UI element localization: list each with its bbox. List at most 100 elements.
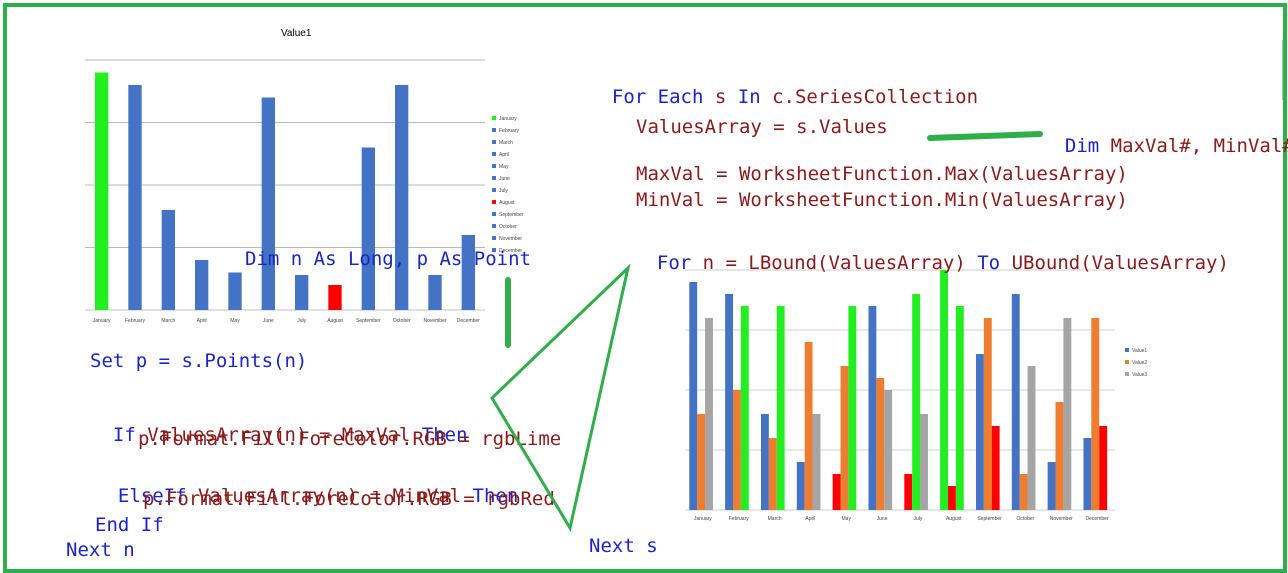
chart2-legend-label: Value2 — [1132, 360, 1147, 366]
chart2-bar — [776, 306, 785, 510]
chart2-legend-swatch — [1125, 372, 1129, 376]
chart2-bar — [983, 318, 992, 510]
code-dim-n: Dim n As Long, p As Point — [245, 248, 531, 270]
chart2-bar — [991, 426, 1000, 510]
chart2-bar — [1011, 294, 1020, 510]
chart2-bar — [948, 486, 956, 510]
chart2-bar — [955, 306, 964, 510]
chart1-bar — [328, 285, 342, 310]
chart1: January February March April May June July Augu… — [85, 59, 524, 324]
chart2-bar — [840, 366, 849, 510]
chart2-bar — [689, 282, 698, 510]
code-lime-line: p.Format.Fill.ForeColor.RGB = rgbLime — [138, 428, 562, 450]
chart1-bar — [295, 275, 309, 310]
chart2-bar — [705, 318, 713, 510]
chart2-bar — [912, 294, 921, 510]
chart1-legend-label: December — [499, 248, 522, 254]
chart1-title: Value1 — [281, 28, 312, 39]
chart1-legend-label: September — [499, 212, 524, 218]
chart1-bar — [428, 275, 442, 310]
chart2-x-tick: November — [1050, 516, 1073, 522]
chart1-legend-swatch — [492, 236, 496, 240]
chart1-bar — [395, 85, 409, 310]
chart2-x-tick: September — [977, 516, 1002, 522]
chart2-x-tick: December — [1086, 516, 1109, 522]
chart1-legend-label: May — [499, 164, 509, 170]
code-if-line: If ValuesArray(n) = MaxVal Then — [112, 424, 468, 446]
chart2-x-tick: June — [877, 516, 888, 522]
chart1-x-tick: November — [423, 318, 446, 324]
chart1-bar — [161, 210, 175, 310]
chart1-legend-swatch — [492, 164, 496, 168]
green-arrow-stroke — [927, 131, 1043, 141]
chart2-bar — [904, 474, 913, 510]
chart2-bar — [725, 294, 734, 510]
chart2-bar — [832, 474, 841, 510]
chart2-bar — [884, 390, 893, 510]
green-frame — [3, 3, 1287, 573]
chart2-bar — [1083, 438, 1092, 510]
code-values-line: ValuesArray = s.Values — [636, 116, 888, 138]
chart2-x-tick: April — [805, 516, 815, 522]
code-set-p: Set p = s.Points(n) — [90, 350, 308, 372]
chart1-legend-label: October — [499, 224, 517, 230]
chart2-x-tick: February — [729, 516, 750, 522]
chart2-legend-swatch — [1125, 360, 1129, 364]
chart1-legend-swatch — [492, 248, 496, 252]
chart2-bar — [760, 414, 769, 510]
chart1-legend-swatch — [492, 176, 496, 180]
chart1-legend-label: April — [499, 152, 509, 158]
chart1-legend-swatch — [492, 152, 496, 156]
chart1-bar — [361, 147, 375, 310]
chart2: January February March April May June July Augu… — [685, 269, 1147, 522]
chart1-x-tick: September — [356, 318, 381, 324]
chart1-legend-swatch — [492, 188, 496, 192]
green-triangle — [490, 263, 631, 532]
chart2-bar — [1063, 318, 1072, 510]
chart2-bar — [920, 414, 928, 510]
chart2-legend-label: Value3 — [1132, 372, 1147, 378]
code-dim-max: Dim MaxVal#, MinVal# — [1064, 135, 1288, 157]
chart1-legend-swatch — [492, 224, 496, 228]
chart2-bar — [1027, 366, 1036, 510]
chart2-bar — [975, 354, 984, 510]
chart2-bar — [1091, 318, 1100, 510]
chart1-bar — [95, 72, 109, 310]
chart2-bar — [876, 378, 885, 510]
chart1-bar — [195, 260, 209, 310]
chart2-bar — [733, 390, 741, 510]
chart1-bar — [461, 235, 475, 310]
chart1-bar — [228, 272, 242, 310]
chart2-x-tick: May — [842, 516, 852, 522]
code-maxval-line: MaxVal = WorksheetFunction.Max(ValuesArr… — [636, 163, 1128, 185]
chart1-legend-label: March — [499, 140, 513, 146]
chart1-legend-label: November — [499, 236, 522, 242]
chart1-x-tick: May — [230, 318, 240, 324]
chart1-legend-swatch — [492, 128, 496, 132]
chart2-bar — [740, 306, 749, 510]
chart1-x-tick: December — [457, 318, 480, 324]
chart1-legend-label: July — [499, 188, 508, 194]
chart1-legend-swatch — [492, 200, 496, 204]
chart1-bar — [128, 85, 142, 310]
chart1-legend-label: June — [499, 176, 510, 182]
code-next-s: Next s — [589, 535, 658, 557]
chart1-x-tick: February — [125, 318, 146, 324]
chart2-legend-label: Value1 — [1132, 348, 1147, 354]
code-red-line: p.Format.Fill.ForeColor.RGB = rgbRed — [143, 488, 555, 510]
chart1-x-tick: October — [393, 318, 411, 324]
chart1-legend-label: August — [499, 200, 515, 206]
chart2-bar — [940, 270, 949, 510]
code-elseif-line: ElseIf ValuesArray(n) = MinVal Then — [117, 485, 519, 507]
code-next-n: Next n — [66, 539, 135, 561]
chart1-legend-swatch — [492, 116, 496, 120]
chart1-x-tick: March — [161, 318, 175, 324]
chart1-x-tick: August — [327, 318, 343, 324]
chart2-bar — [768, 438, 777, 510]
code-for-each: For Each s In c.SeriesCollection — [611, 86, 979, 108]
chart1-x-tick: April — [197, 318, 207, 324]
chart2-bar — [796, 462, 805, 510]
chart1-x-tick: July — [297, 318, 306, 324]
chart2-x-tick: January — [694, 516, 712, 522]
